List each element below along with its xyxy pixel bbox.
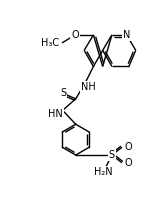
Text: O: O (124, 158, 132, 168)
Text: O: O (71, 30, 79, 40)
Text: HN: HN (48, 109, 63, 119)
Text: S: S (60, 88, 66, 98)
Text: NH: NH (81, 82, 95, 92)
Text: N: N (123, 30, 130, 40)
Text: O: O (124, 142, 132, 152)
Text: H₂N: H₂N (94, 167, 113, 177)
Text: H₃C: H₃C (41, 38, 59, 48)
Text: S: S (109, 150, 115, 160)
